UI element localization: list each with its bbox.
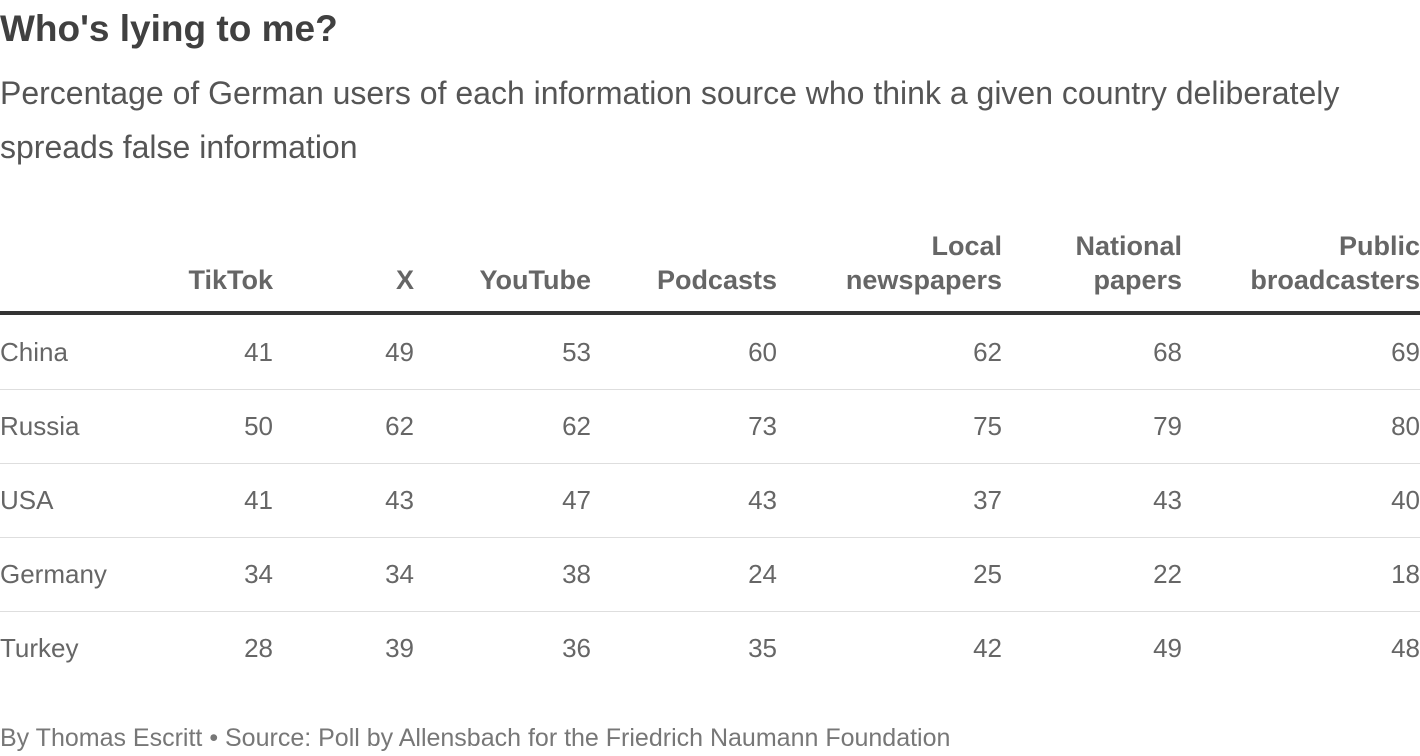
table-cell: 75 (973, 411, 1002, 441)
table-cell: 22 (1153, 559, 1182, 589)
column-header: Local (931, 231, 1002, 261)
table-cell: 18 (1391, 559, 1420, 589)
table-cell: 43 (1153, 485, 1182, 515)
table-cell: 47 (562, 485, 591, 515)
table-cell: 60 (748, 337, 777, 367)
header-divider (0, 311, 1420, 315)
column-header: broadcasters (1250, 265, 1420, 295)
table-cell: 25 (973, 559, 1002, 589)
table-cell: 73 (748, 411, 777, 441)
row-divider (0, 611, 1420, 612)
row-label: Germany (0, 559, 107, 589)
column-header: X (395, 265, 414, 295)
table-cell: 24 (748, 559, 777, 589)
row-label: China (0, 337, 68, 367)
source-footer: By Thomas Escritt • Source: Poll by Alle… (0, 724, 951, 752)
table-cell: 69 (1391, 337, 1420, 367)
table-cell: 49 (385, 337, 414, 367)
table-cell: 36 (562, 633, 591, 663)
table-cell: 41 (244, 337, 273, 367)
row-divider (0, 463, 1420, 464)
column-header: Public (1338, 231, 1420, 261)
table-cell: 48 (1391, 633, 1420, 663)
table-cell: 43 (748, 485, 777, 515)
table-cell: 37 (973, 485, 1002, 515)
row-divider (0, 389, 1420, 390)
table-cell: 50 (244, 411, 273, 441)
chart-subtitle: Percentage of German users of each infor… (0, 75, 1340, 165)
table-cell: 62 (385, 411, 414, 441)
column-header: National (1075, 231, 1182, 261)
column-header: Podcasts (656, 265, 777, 295)
table-cell: 40 (1391, 485, 1420, 515)
row-label: Russia (0, 411, 80, 441)
column-header: TikTok (188, 265, 273, 295)
row-label: Turkey (0, 633, 79, 663)
table-cell: 68 (1153, 337, 1182, 367)
table-cell: 39 (385, 633, 414, 663)
table-cell: 49 (1153, 633, 1182, 663)
table-cell: 42 (973, 633, 1002, 663)
table-cell: 62 (973, 337, 1002, 367)
row-label: USA (0, 485, 54, 515)
chart-title: Who's lying to me? (0, 8, 338, 49)
table-cell: 62 (562, 411, 591, 441)
table-cell: 34 (244, 559, 273, 589)
column-header: newspapers (845, 265, 1002, 295)
column-header: YouTube (479, 265, 591, 295)
row-divider (0, 537, 1420, 538)
table-cell: 28 (244, 633, 273, 663)
table-cell: 41 (244, 485, 273, 515)
table-cell: 43 (385, 485, 414, 515)
table-cell: 35 (748, 633, 777, 663)
table-cell: 79 (1153, 411, 1182, 441)
table-cell: 34 (385, 559, 414, 589)
table-cell: 38 (562, 559, 591, 589)
column-header: papers (1093, 265, 1182, 295)
table-cell: 80 (1391, 411, 1420, 441)
table-cell: 53 (562, 337, 591, 367)
